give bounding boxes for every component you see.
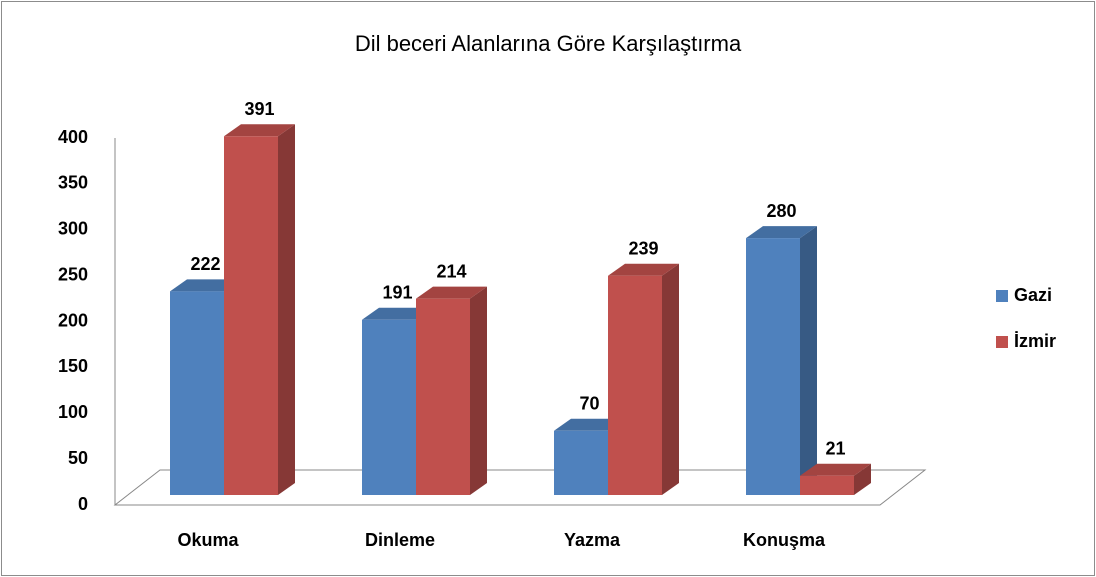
bar (416, 298, 470, 495)
chart-title: Dil beceri Alanlarına Göre Karşılaştırma (355, 31, 742, 56)
y-tick-label: 200 (58, 310, 88, 330)
legend-label: Gazi (1014, 285, 1052, 305)
y-tick-label: 350 (58, 173, 88, 193)
bar-side (278, 124, 295, 495)
x-tick-label: Konuşma (743, 530, 826, 550)
data-label: 280 (766, 201, 796, 221)
legend-label: İzmir (1014, 331, 1056, 351)
bar (608, 275, 662, 495)
y-tick-label: 250 (58, 264, 88, 284)
bar (800, 475, 854, 495)
bar-top (746, 226, 817, 239)
bar-top (554, 418, 625, 431)
floor (113, 469, 927, 506)
bar-side (662, 263, 679, 495)
bar-top (224, 124, 295, 137)
bar-side (854, 463, 871, 495)
bar (554, 430, 608, 495)
bar-top (800, 463, 871, 476)
x-tick-label: Okuma (177, 530, 239, 550)
x-tick-label: Dinleme (365, 530, 435, 550)
y-tick-label: 150 (58, 356, 88, 376)
bar (170, 291, 224, 495)
data-label: 21 (825, 438, 845, 458)
bar-top (170, 279, 241, 292)
data-label: 70 (579, 394, 599, 414)
y-tick-label: 300 (58, 219, 88, 239)
data-label: 222 (190, 254, 220, 274)
legend-swatch (996, 290, 1008, 302)
bar-top (416, 286, 487, 299)
legend-swatch (996, 336, 1008, 348)
y-tick-label: 50 (68, 448, 88, 468)
y-tick-label: 0 (78, 494, 88, 514)
y-tick-label: 100 (58, 402, 88, 422)
bar-side (470, 286, 487, 495)
bar (746, 238, 800, 495)
data-label: 191 (382, 283, 412, 303)
data-label: 239 (628, 238, 658, 258)
bar-top (362, 307, 433, 320)
y-tick-label: 400 (58, 127, 88, 147)
data-label: 391 (244, 99, 274, 119)
data-label: 214 (436, 261, 466, 281)
x-tick-label: Yazma (564, 530, 621, 550)
bar (362, 319, 416, 495)
bar-side (800, 226, 817, 495)
bar (224, 136, 278, 495)
bar-top (608, 263, 679, 276)
